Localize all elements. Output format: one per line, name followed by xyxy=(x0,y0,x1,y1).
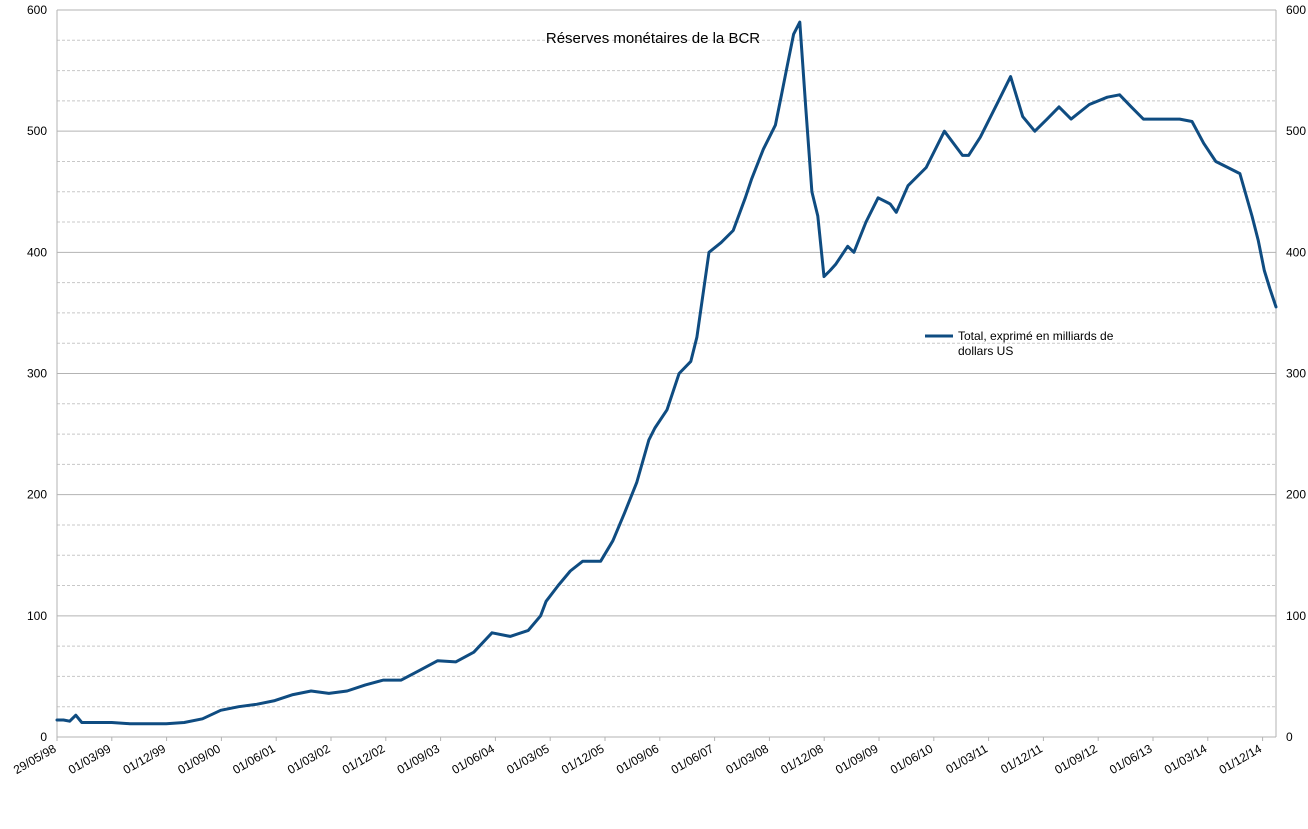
y-tick-labels-right: 0 100 200 300 400 500 600 xyxy=(1286,3,1306,744)
x-tick-label: 01/06/10 xyxy=(888,741,936,777)
chart-title: Réserves monétaires de la BCR xyxy=(546,30,760,47)
x-tick-label: 01/09/03 xyxy=(395,741,443,777)
y-tick-label-right: 100 xyxy=(1286,609,1306,623)
x-tick-label: 01/03/08 xyxy=(723,741,771,777)
axes xyxy=(56,10,1277,738)
y-tick-label-right: 300 xyxy=(1286,367,1306,381)
y-tick-label: 300 xyxy=(27,367,47,381)
series-line-total xyxy=(55,20,1278,726)
legend: Total, exprimé en milliards de dollars US xyxy=(925,329,1114,358)
legend-label: Total, exprimé en milliards de dollars US xyxy=(958,329,1114,358)
y-tick-label: 600 xyxy=(27,3,47,17)
x-tick-label: 01/09/12 xyxy=(1052,741,1100,777)
x-tick-label: 01/06/13 xyxy=(1107,741,1155,777)
y-tick-label-right: 500 xyxy=(1286,124,1306,138)
x-tick-label: 01/12/14 xyxy=(1217,741,1265,777)
x-tick-label: 29/05/98 xyxy=(11,741,59,777)
y-tick-label-right: 600 xyxy=(1286,3,1306,17)
x-tick-label: 01/03/05 xyxy=(504,741,552,777)
grid xyxy=(57,9,1276,738)
y-tick-label-right: 0 xyxy=(1286,730,1293,744)
x-tick-label: 01/12/11 xyxy=(998,741,1045,776)
y-tick-label-right: 400 xyxy=(1286,245,1306,259)
y-tick-label: 500 xyxy=(27,124,47,138)
x-tick-label: 01/03/02 xyxy=(285,741,333,777)
y-tick-label: 200 xyxy=(27,488,47,502)
x-tick-label: 01/12/02 xyxy=(340,741,388,777)
x-tick-label: 01/03/11 xyxy=(943,741,990,776)
x-tick-label: 01/06/04 xyxy=(449,741,497,777)
x-tick-label: 01/03/99 xyxy=(66,741,114,777)
x-tick-label: 01/12/05 xyxy=(559,741,607,777)
x-tick-labels: 29/05/98 01/03/99 01/12/99 01/09/00 01/06/01… xyxy=(11,737,1264,777)
x-tick-label: 01/03/14 xyxy=(1162,741,1210,777)
y-tick-label: 0 xyxy=(40,730,47,744)
x-tick-label: 01/06/07 xyxy=(669,741,717,777)
x-tick-label: 01/12/99 xyxy=(121,741,169,777)
y-tick-label: 400 xyxy=(27,245,47,259)
y-tick-label: 100 xyxy=(27,609,47,623)
x-tick-label: 01/09/00 xyxy=(175,741,223,777)
x-tick-label: 01/09/09 xyxy=(833,741,881,777)
y-tick-labels-left: 0 100 200 300 400 500 600 xyxy=(27,3,47,744)
x-tick-label: 01/12/08 xyxy=(778,741,826,777)
x-tick-label: 01/06/01 xyxy=(230,741,278,777)
y-tick-label-right: 200 xyxy=(1286,488,1306,502)
x-tick-label: 01/09/06 xyxy=(614,741,662,777)
